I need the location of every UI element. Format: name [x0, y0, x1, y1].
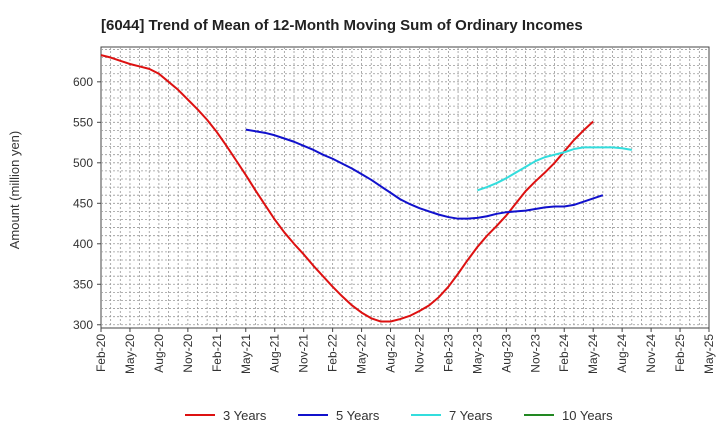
grid-lines — [101, 47, 709, 328]
chart-title: [6044] Trend of Mean of 12-Month Moving … — [101, 17, 583, 34]
legend-label: 7 Years — [449, 408, 493, 423]
plot-area — [100, 46, 710, 329]
legend-label: 10 Years — [562, 408, 613, 423]
y-axis-label: Amount (million yen) — [7, 131, 22, 250]
y-tick-label: 300 — [73, 318, 93, 332]
legend-label: 5 Years — [336, 408, 380, 423]
y-tick-label: 350 — [73, 277, 93, 291]
series-line-3-years — [100, 54, 594, 323]
x-tick-label: Nov-23 — [528, 334, 542, 373]
x-tick-label: Aug-23 — [499, 334, 513, 373]
x-tick-label: Nov-20 — [181, 334, 195, 373]
y-tick-label: 550 — [73, 115, 93, 129]
x-tick-label: Feb-23 — [441, 334, 455, 372]
x-tick-label: May-24 — [586, 334, 600, 374]
x-tick-label: Feb-22 — [326, 334, 340, 372]
y-tick-label: 450 — [73, 196, 93, 210]
legend-label: 3 Years — [223, 408, 267, 423]
x-tick-label: May-20 — [123, 334, 137, 374]
y-axis: 300 350 400 450 500 550 600 — [73, 75, 101, 332]
x-tick-label: Aug-20 — [152, 334, 166, 373]
x-tick-label: Nov-24 — [644, 334, 658, 373]
x-tick-label: Aug-22 — [384, 334, 398, 373]
x-tick-label: Feb-20 — [94, 334, 108, 372]
series-line-5-years — [245, 128, 604, 220]
series-line-7-years — [477, 146, 632, 192]
x-tick-label: Feb-21 — [210, 334, 224, 372]
x-tick-label: May-25 — [702, 334, 716, 374]
series-layer — [100, 54, 632, 323]
x-tick-label: Nov-21 — [297, 334, 311, 373]
x-tick-label: May-21 — [239, 334, 253, 374]
x-tick-label: May-23 — [470, 334, 484, 374]
x-axis: Feb-20 May-20 Aug-20 Nov-20 Feb-21 May-21 Aug-… — [94, 328, 716, 374]
x-tick-label: Feb-25 — [673, 334, 687, 372]
legend: 3 Years 5 Years 7 Years 10 Years — [185, 408, 613, 423]
x-tick-label: May-22 — [355, 334, 369, 374]
x-tick-label: Aug-24 — [615, 334, 629, 373]
x-tick-label: Nov-22 — [412, 334, 426, 373]
y-tick-label: 600 — [73, 75, 93, 89]
y-tick-label: 500 — [73, 156, 93, 170]
y-tick-label: 400 — [73, 237, 93, 251]
x-tick-label: Feb-24 — [557, 334, 571, 372]
x-tick-label: Aug-21 — [268, 334, 282, 373]
